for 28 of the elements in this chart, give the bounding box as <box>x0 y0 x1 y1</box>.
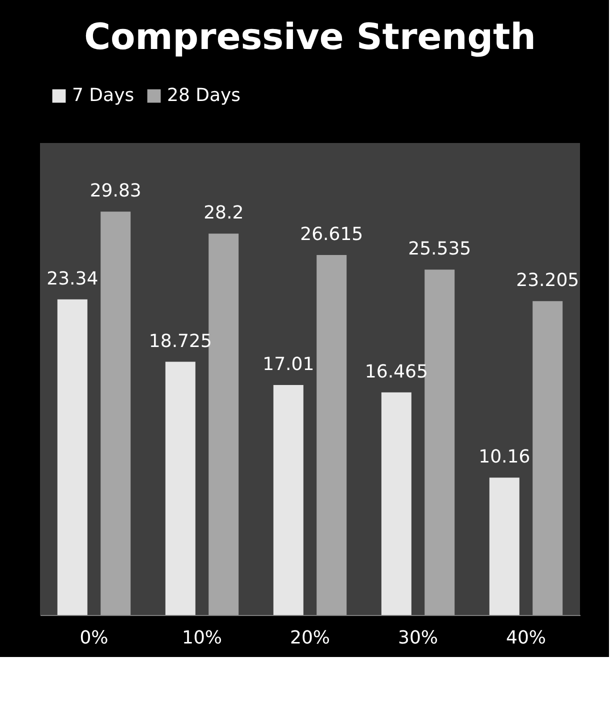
data-label: 23.205 <box>516 270 580 292</box>
data-label: 26.615 <box>300 224 364 246</box>
data-label: 10.16 <box>478 446 530 468</box>
bar <box>100 212 131 615</box>
bar <box>532 301 563 615</box>
legend-label: 7 Days <box>72 85 134 106</box>
legend-label: 28 Days <box>167 85 241 106</box>
bar <box>381 392 412 615</box>
x-tick-label: 20% <box>290 628 330 648</box>
bar <box>273 384 304 615</box>
bar <box>316 255 347 615</box>
x-tick-label: 10% <box>182 628 222 648</box>
data-label: 17.01 <box>262 354 314 375</box>
data-label: 23.34 <box>46 268 98 290</box>
data-label: 18.725 <box>148 330 212 352</box>
bar <box>489 478 520 615</box>
data-label: 25.535 <box>408 238 472 260</box>
chart-title: Compressive Strength <box>84 17 536 58</box>
bar <box>165 362 196 615</box>
data-label: 29.83 <box>90 180 142 202</box>
data-label: 16.465 <box>364 361 428 382</box>
bar <box>208 234 239 615</box>
bar <box>424 270 455 615</box>
x-tick-label: 40% <box>506 628 546 648</box>
data-label: 28.2 <box>204 202 244 224</box>
bar <box>57 299 88 615</box>
x-tick-label: 30% <box>398 628 438 648</box>
x-tick-label: 0% <box>80 628 108 648</box>
